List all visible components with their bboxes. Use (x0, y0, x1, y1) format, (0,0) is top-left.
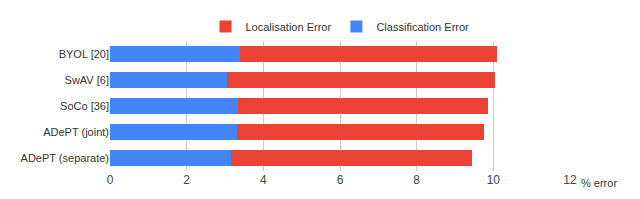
svg-text:SwAV [6]: SwAV [6] (65, 74, 109, 86)
svg-text:SoCo [36]: SoCo [36] (60, 100, 109, 112)
svg-text:4: 4 (260, 173, 267, 187)
svg-text:Classification Error: Classification Error (376, 21, 469, 33)
svg-text:10: 10 (487, 173, 501, 187)
svg-text:6: 6 (337, 173, 344, 187)
svg-text:12: 12 (563, 173, 577, 187)
svg-text:ADePT (joint): ADePT (joint) (43, 126, 109, 138)
svg-text:Localisation Error: Localisation Error (246, 21, 332, 33)
svg-text:BYOL [20]: BYOL [20] (59, 48, 109, 60)
svg-text:8: 8 (413, 173, 420, 187)
svg-text:% error: % error (581, 177, 617, 189)
svg-text:0: 0 (107, 173, 114, 187)
svg-text:2: 2 (183, 173, 190, 187)
svg-text:ADePT (separate): ADePT (separate) (21, 152, 109, 164)
